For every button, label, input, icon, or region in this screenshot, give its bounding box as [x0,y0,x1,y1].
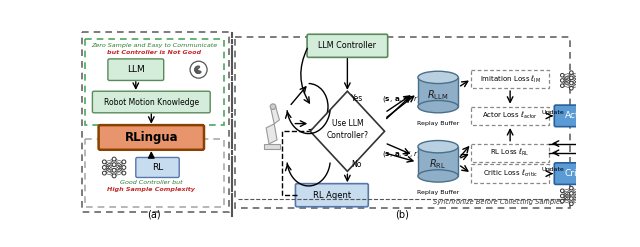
Circle shape [579,194,582,198]
Text: Robot Motion Knowledge: Robot Motion Knowledge [104,98,199,106]
FancyBboxPatch shape [554,163,599,185]
Circle shape [122,160,126,164]
Circle shape [570,81,573,85]
Text: (a): (a) [148,209,161,219]
Bar [418,77,458,107]
Text: High Sample Complexity: High Sample Complexity [108,187,195,192]
Bar [472,165,549,183]
Circle shape [102,171,106,175]
Bar [472,70,549,88]
Text: Yes: Yes [351,94,364,103]
Text: Actor: Actor [565,111,589,120]
Circle shape [570,86,573,90]
Bar [418,147,458,176]
Ellipse shape [418,170,458,182]
Circle shape [561,73,564,77]
FancyBboxPatch shape [136,157,179,178]
Circle shape [579,199,582,203]
Circle shape [270,104,276,109]
Circle shape [112,163,116,167]
Bar [81,32,229,212]
Circle shape [570,76,573,80]
Circle shape [561,79,564,82]
Text: RL: RL [152,163,163,172]
Text: $(\mathbf{s},\,\mathbf{a},\,\mathbf{s}^{\prime},r)$: $(\mathbf{s},\,\mathbf{a},\,\mathbf{s}^{… [382,95,421,106]
Text: RL Loss $\ell_{\mathrm{RL}}$: RL Loss $\ell_{\mathrm{RL}}$ [490,147,530,158]
Circle shape [570,202,573,206]
Circle shape [570,197,573,200]
Circle shape [570,71,573,74]
Polygon shape [310,91,385,171]
Bar [84,39,224,125]
Text: Controller?: Controller? [326,131,369,140]
Text: RLingua: RLingua [125,131,178,144]
Text: Imitation Loss $\ell_{\mathrm{IM}}$: Imitation Loss $\ell_{\mathrm{IM}}$ [479,73,541,84]
Circle shape [561,189,564,193]
FancyBboxPatch shape [92,91,210,113]
Circle shape [102,165,106,169]
Text: Critic Loss $\ell_{\mathrm{critic}}$: Critic Loss $\ell_{\mathrm{critic}}$ [483,168,538,179]
Circle shape [122,165,126,169]
Text: $R_{\mathrm{RL}}$: $R_{\mathrm{RL}}$ [429,158,447,171]
FancyBboxPatch shape [99,125,204,150]
Bar [264,144,280,149]
Bar [235,37,570,208]
Polygon shape [266,124,277,144]
FancyBboxPatch shape [108,59,164,81]
Circle shape [112,157,116,161]
Text: LLM Controller: LLM Controller [318,41,376,50]
Circle shape [570,186,573,190]
Text: (b): (b) [395,209,408,219]
Text: Synchronize Before Collecting Samples: Synchronize Before Collecting Samples [433,199,564,205]
Text: Update: Update [541,167,564,172]
Text: Actor Loss $\ell_{\mathrm{actor}}$: Actor Loss $\ell_{\mathrm{actor}}$ [482,110,538,122]
Text: $(\mathbf{s},\,\mathbf{a},\,\mathbf{s}^{\prime},r)$: $(\mathbf{s},\,\mathbf{a},\,\mathbf{s}^{… [382,150,421,161]
Circle shape [561,199,564,203]
Ellipse shape [418,141,458,153]
Ellipse shape [418,71,458,83]
Text: Replay Buffer: Replay Buffer [417,121,459,126]
Circle shape [579,73,582,77]
Circle shape [112,174,116,178]
Circle shape [579,84,582,87]
Text: LLM: LLM [127,65,145,74]
Circle shape [561,194,564,198]
Text: Replay Buffer: Replay Buffer [417,190,459,195]
Ellipse shape [418,101,458,113]
Circle shape [579,189,582,193]
Circle shape [579,79,582,82]
Text: Critic: Critic [565,169,589,178]
Bar [472,144,549,162]
Circle shape [102,160,106,164]
FancyBboxPatch shape [296,184,368,207]
Circle shape [112,168,116,172]
Text: but Controller is Not Good: but Controller is Not Good [108,50,202,55]
Text: Use LLM: Use LLM [332,119,363,128]
Text: RL Agent: RL Agent [313,191,351,200]
Text: Zero Sample and Easy to Communicate: Zero Sample and Easy to Communicate [92,42,218,47]
Circle shape [570,192,573,195]
FancyBboxPatch shape [554,105,599,127]
Circle shape [561,84,564,87]
Text: No: No [351,160,362,169]
Bar [472,107,549,125]
FancyBboxPatch shape [307,34,388,57]
Bar [84,139,224,207]
Text: $R_{\mathrm{LLM}}$: $R_{\mathrm{LLM}}$ [428,88,449,102]
Text: Good Controller but: Good Controller but [120,180,182,185]
Circle shape [122,171,126,175]
Polygon shape [271,106,280,124]
Text: Update: Update [541,109,564,115]
